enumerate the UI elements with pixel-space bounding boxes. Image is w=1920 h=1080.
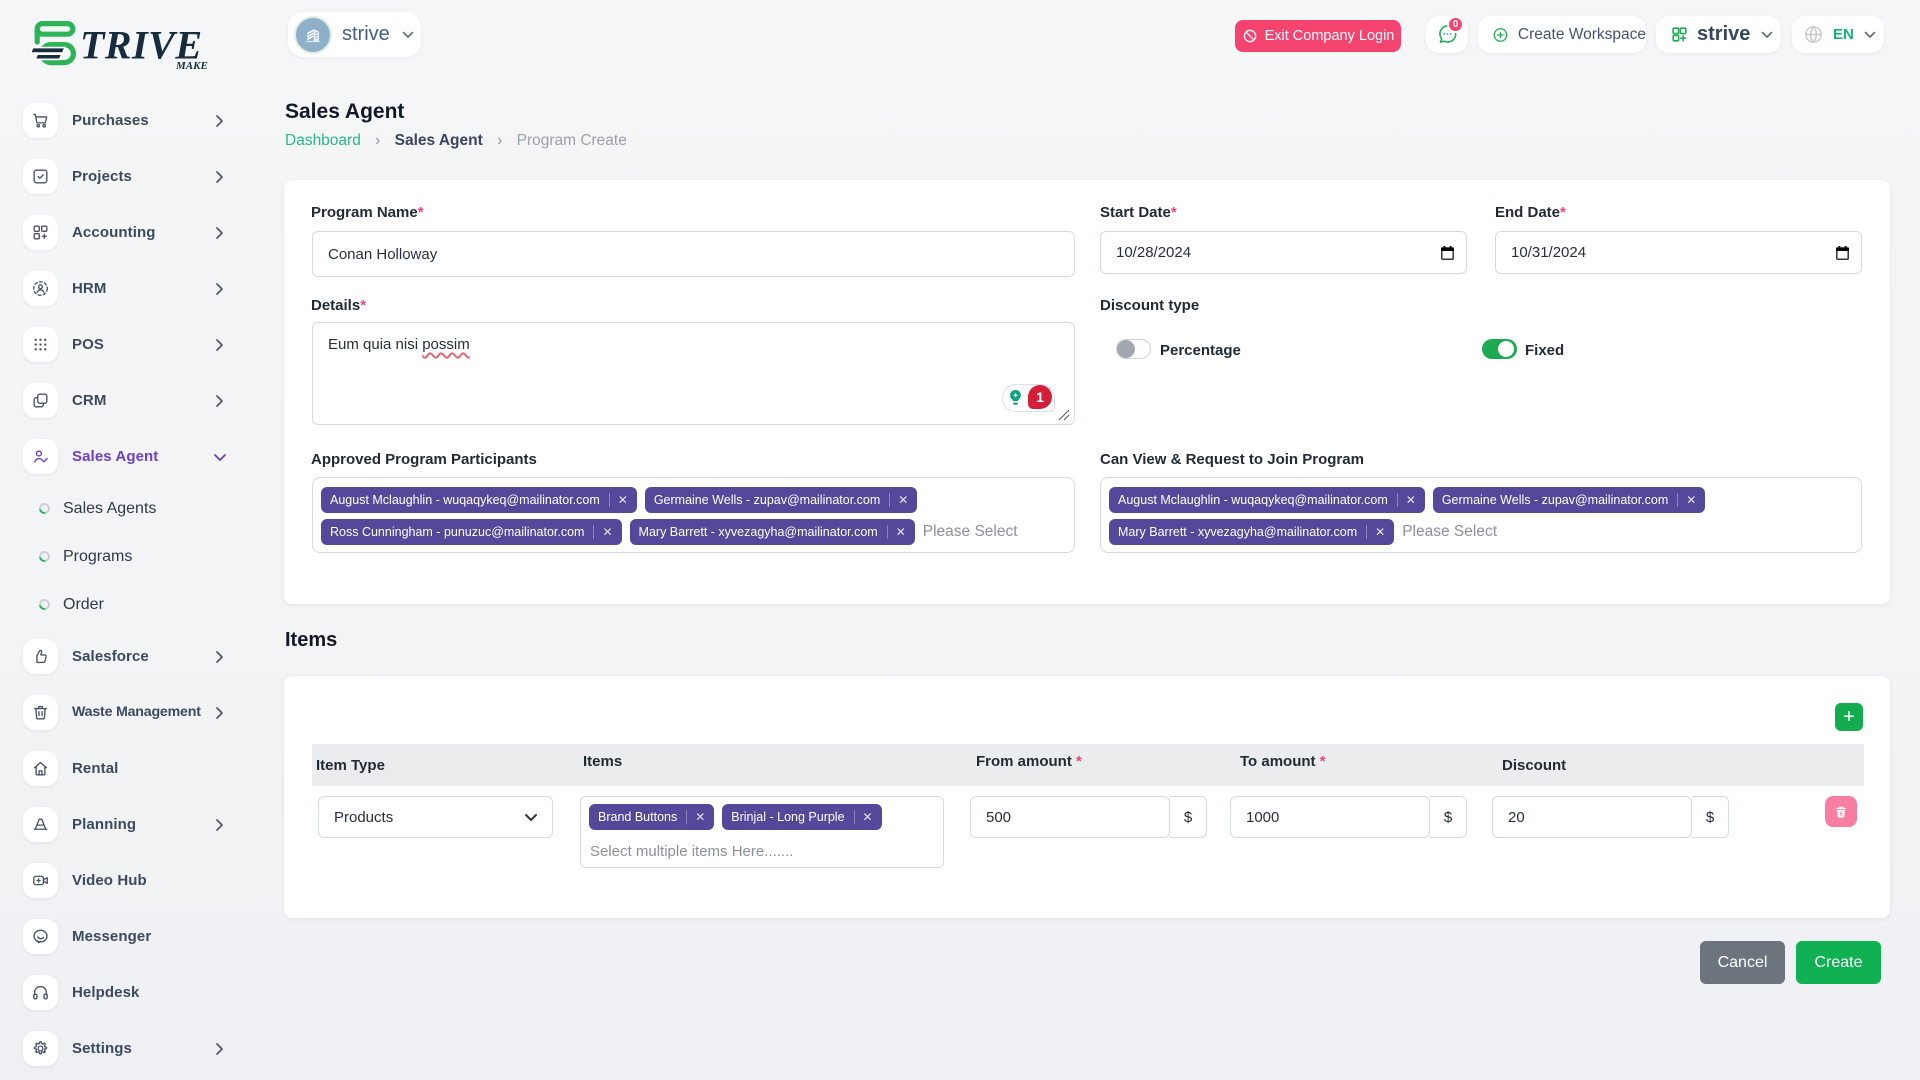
svg-text:MAKE: MAKE <box>175 60 208 72</box>
svg-text:TRIVE: TRIVE <box>80 23 203 68</box>
